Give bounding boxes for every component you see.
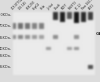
Text: 55KDa-: 55KDa- xyxy=(0,36,12,40)
Text: MCF7: MCF7 xyxy=(60,3,68,11)
Text: GLRB: GLRB xyxy=(96,32,100,36)
Text: Jurkat: Jurkat xyxy=(46,3,55,11)
Text: 70KDa-: 70KDa- xyxy=(0,24,12,28)
Text: HEK-293: HEK-293 xyxy=(25,0,36,11)
Text: 25KDa-: 25KDa- xyxy=(0,65,12,69)
Text: A431: A431 xyxy=(88,3,96,11)
Text: Hela: Hela xyxy=(39,4,46,11)
Text: CCF-STTG1: CCF-STTG1 xyxy=(11,0,25,11)
Text: DU 145: DU 145 xyxy=(18,1,28,11)
Text: HepG2: HepG2 xyxy=(32,2,42,11)
Text: NIH/3T3: NIH/3T3 xyxy=(67,0,78,11)
Text: 35KDa-: 35KDa- xyxy=(0,54,12,58)
Text: 40KDa-: 40KDa- xyxy=(0,47,12,51)
Text: Raw 264.7: Raw 264.7 xyxy=(81,0,94,11)
Text: 100KDa-: 100KDa- xyxy=(0,13,12,17)
Text: PC-12: PC-12 xyxy=(74,3,83,11)
Text: Daudi: Daudi xyxy=(53,3,62,11)
